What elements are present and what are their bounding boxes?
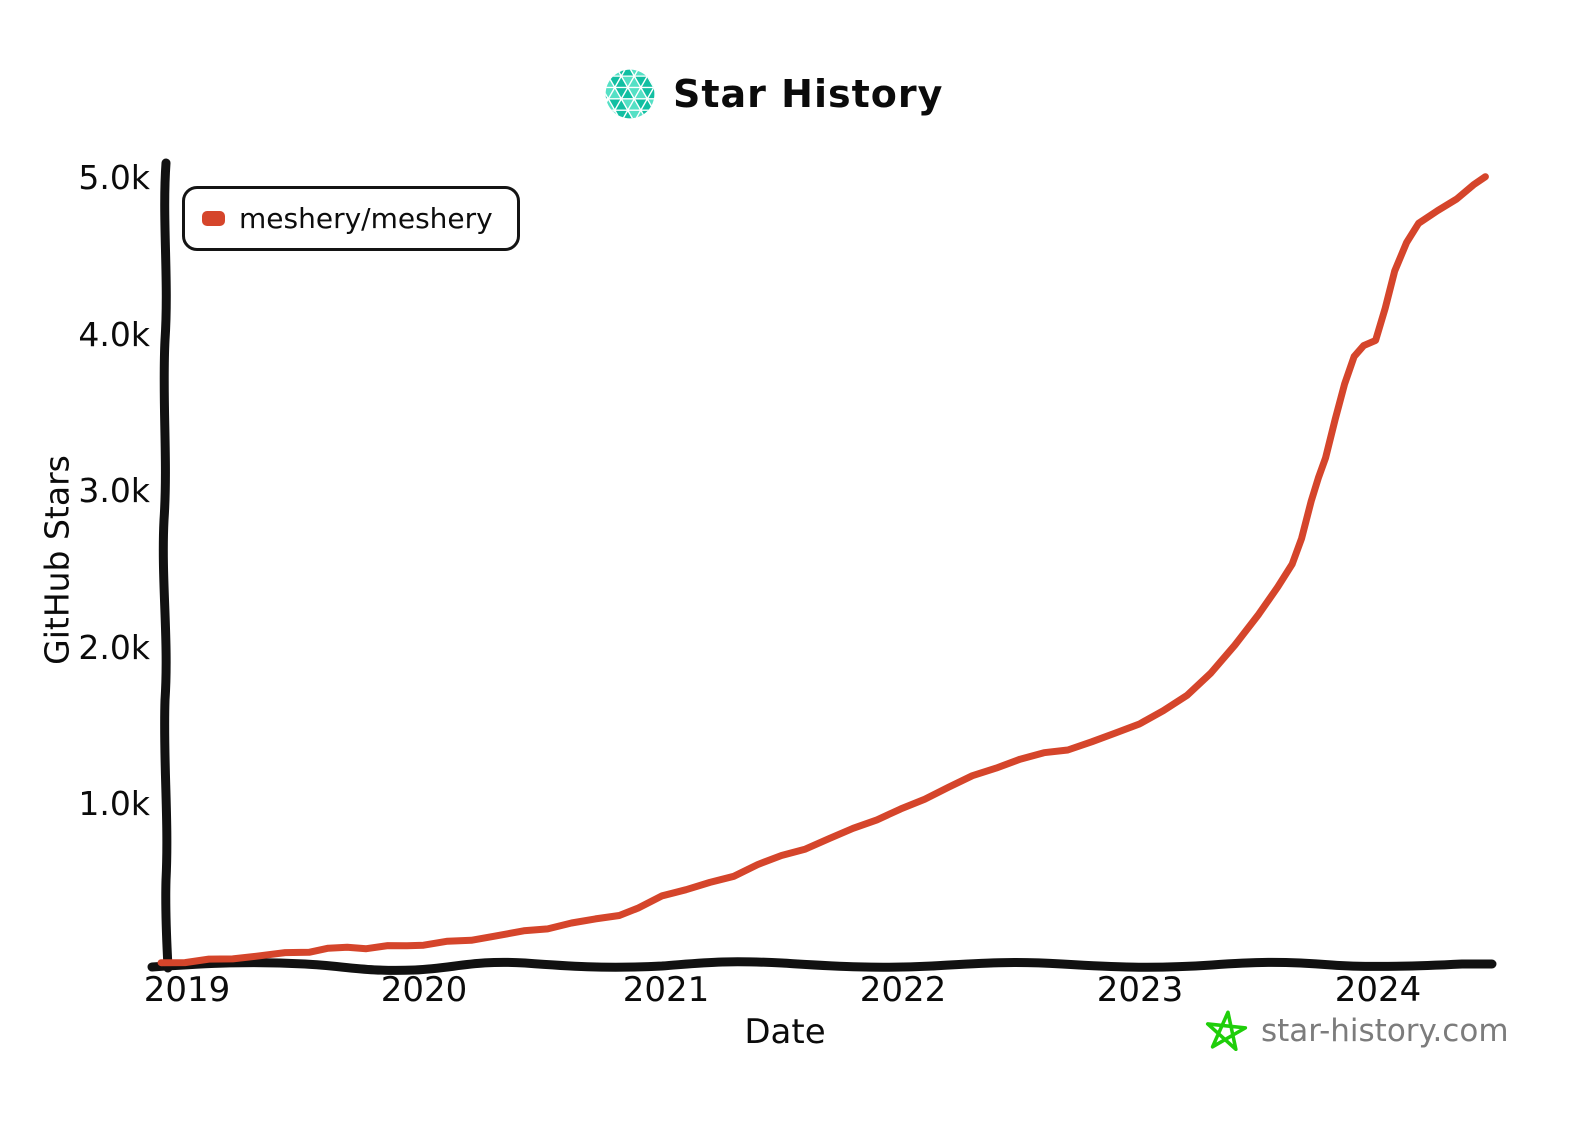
legend-marker [202,211,225,226]
y-tick-label: 2.0k [78,628,150,667]
x-tick-label: 2019 [143,970,231,1010]
site-name: star-history.com [1261,1013,1509,1049]
y-tick-label: 3.0k [78,471,150,510]
page-title: Star History [673,72,944,116]
x-tick-label: 2022 [859,970,947,1010]
x-tick-label: 2021 [622,970,710,1010]
legend: meshery/meshery [182,186,520,251]
x-axis-title: Date [744,1012,826,1052]
legend-label: meshery/meshery [239,202,493,235]
x-tick-label: 2020 [380,970,468,1010]
star-icon [1205,1010,1248,1052]
y-tick-label: 4.0k [78,315,150,354]
x-tick-label: 2023 [1096,970,1184,1010]
site-credit: star-history.com [1203,1008,1509,1054]
y-axis-line [158,158,173,973]
series-line [157,173,1489,967]
x-tick-label: 2024 [1334,970,1422,1010]
y-tick-label: 5.0k [78,158,150,197]
y-tick-label: 1.0k [78,784,150,823]
y-axis-title: GitHub Stars [37,455,77,665]
chart-header: Star History [604,68,943,120]
x-axis-line [147,957,1497,975]
star-history-logo-icon [605,69,655,119]
